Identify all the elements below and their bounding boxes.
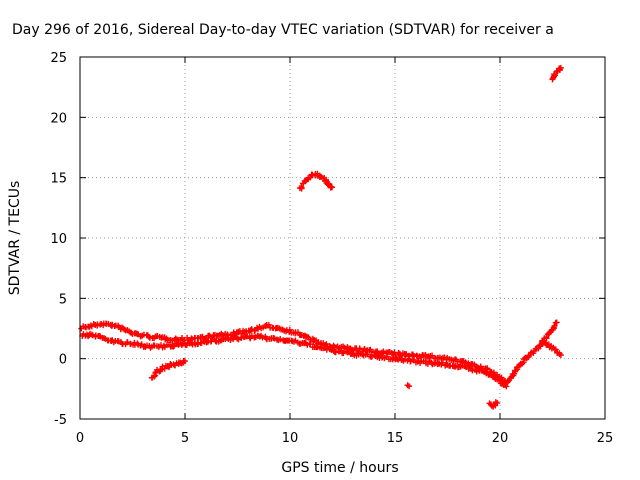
data-point [332,349,339,356]
y-tick-label: 10 [50,232,67,247]
axis-ticks: 0 5 10 15 20 25 -5 0 5 10 15 20 25 [50,51,613,446]
data-points [78,64,564,410]
x-axis-label: GPS time / hours [281,460,398,476]
x-tick-label: 25 [597,431,614,446]
y-tick-label: 0 [59,353,67,368]
x-tick-label: 15 [387,431,404,446]
x-tick-label: 20 [492,431,509,446]
data-point [557,352,564,359]
y-tick-label: 15 [50,172,67,187]
grid [80,57,605,419]
data-point [265,321,272,328]
y-tick-label: 20 [50,111,67,126]
data-point [556,65,563,72]
plot-frame [79,56,606,420]
data-point [145,333,152,340]
y-tick-label: 5 [59,292,67,307]
data-point [329,184,335,191]
data-point [504,378,511,385]
data-point [307,341,314,348]
data-point [134,340,141,347]
data-point [553,319,560,326]
data-point [406,383,413,390]
data-point [151,373,158,380]
data-point [413,352,420,359]
y-axis-label: SDTVAR / TECUs [7,181,23,296]
data-point [182,358,188,365]
data-point [494,400,501,407]
chart-title: Day 296 of 2016, Sidereal Day-to-day VTE… [12,22,554,38]
data-point [152,369,159,376]
x-tick-label: 10 [282,431,299,446]
data-point [498,374,505,381]
data-point [262,323,269,330]
data-point [551,72,558,79]
data-point [551,322,558,329]
data-point [298,184,305,191]
x-tick-label: 0 [76,431,84,446]
y-tick-label: -5 [54,413,67,428]
data-point [511,370,518,377]
data-point [557,64,564,71]
y-tick-label: 25 [50,51,67,66]
data-point [259,334,266,341]
data-point [277,336,284,343]
x-tick-label: 5 [181,431,189,446]
data-point [309,171,316,178]
